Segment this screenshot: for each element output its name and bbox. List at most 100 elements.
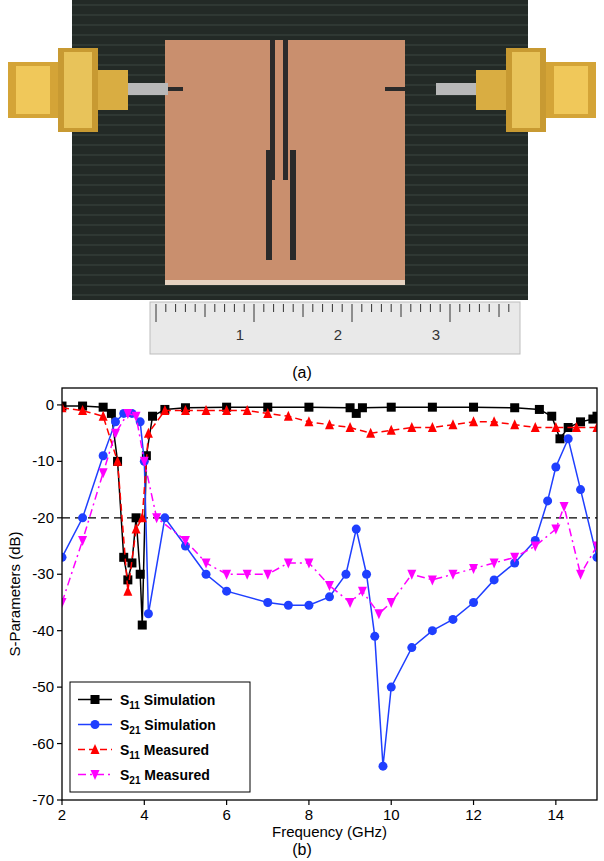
y-tick (57, 404, 62, 405)
series-marker (358, 403, 367, 412)
texture (72, 24, 528, 26)
y-tick (57, 799, 62, 800)
series-marker (284, 601, 293, 610)
ruler-tick (303, 304, 304, 317)
series-marker (160, 405, 169, 415)
series-marker (428, 575, 437, 585)
series-marker (448, 570, 457, 580)
legend-marker (91, 720, 100, 729)
connector-part (436, 83, 476, 95)
x-tick-label: 4 (140, 806, 148, 823)
ruler-tick (195, 304, 196, 312)
series-marker (576, 485, 585, 494)
ruler-tick (401, 304, 402, 317)
series-marker (379, 762, 388, 771)
connector-part (512, 52, 540, 128)
photo-bg (0, 0, 604, 360)
series-marker (547, 412, 556, 421)
ruler-tick (342, 304, 343, 312)
series-marker (222, 570, 231, 580)
series-marker (362, 570, 371, 579)
series-marker (543, 496, 552, 505)
series-marker (576, 570, 585, 580)
legend-marker (91, 770, 100, 780)
series-marker (263, 408, 272, 418)
series-marker (284, 411, 293, 421)
series-marker (370, 632, 379, 641)
texture (72, 4, 528, 6)
series-marker (535, 405, 544, 414)
y-tick (57, 517, 62, 518)
plot-frame (62, 388, 597, 800)
ruler-tick (332, 304, 333, 312)
sma-connector (436, 48, 596, 132)
series-marker (136, 570, 145, 579)
ruler-tick (293, 304, 294, 312)
series-marker (407, 422, 416, 432)
ruler-tick (469, 304, 470, 312)
series-marker (469, 416, 478, 426)
series-marker (144, 609, 153, 618)
series-marker (181, 536, 190, 546)
legend-box (70, 682, 250, 792)
x-tick (61, 800, 62, 805)
y-tick-label: -20 (32, 509, 54, 526)
series-marker (325, 592, 334, 601)
y-tick-label: -50 (32, 678, 54, 695)
series-marker (148, 412, 157, 421)
substrate (72, 0, 528, 300)
x-tick-label: 2 (58, 806, 66, 823)
legend-label: S11 Measured (120, 742, 209, 761)
x-tick-label: 8 (305, 806, 313, 823)
series-marker (325, 419, 334, 429)
ruler-tick (420, 304, 421, 312)
series-marker (346, 598, 355, 608)
series-marker (152, 513, 161, 523)
series-marker (490, 575, 499, 584)
series-marker (469, 403, 478, 412)
series-marker (107, 409, 116, 418)
series-marker (99, 468, 108, 478)
slot (266, 150, 272, 260)
ruler-tick (214, 304, 215, 312)
series-marker (555, 434, 564, 443)
y-tick (57, 574, 62, 575)
ruler-tick (263, 304, 264, 312)
series-marker (99, 411, 108, 421)
connector-part (58, 48, 98, 132)
series-marker (62, 402, 67, 412)
slot (283, 40, 288, 180)
ruler-tick (322, 304, 323, 312)
series-marker (113, 457, 122, 466)
series-marker (551, 525, 560, 535)
series-marker (352, 525, 361, 534)
series-marker (132, 412, 141, 422)
series-marker (78, 513, 87, 522)
series-marker (222, 405, 231, 415)
copper-edge (165, 280, 405, 285)
series-marker (263, 570, 272, 580)
legend-marker (91, 695, 100, 704)
series-marker (593, 553, 598, 562)
ruler-label: 2 (334, 326, 342, 343)
ruler-label: 3 (432, 326, 440, 343)
series-marker (304, 558, 313, 568)
ruler-label: 1 (236, 326, 244, 343)
series-marker (358, 587, 367, 597)
y-tick-label: -70 (32, 791, 54, 808)
legend: S11 SimulationS21 SimulationS11 Measured… (70, 682, 250, 792)
feed-gap (385, 87, 405, 91)
legend-marker (91, 744, 100, 754)
series-marker (138, 621, 147, 630)
y-tick (57, 687, 62, 688)
ruler-body (150, 302, 520, 354)
series-marker (140, 457, 149, 467)
series-marker (304, 403, 313, 412)
x-tick (226, 800, 227, 805)
y-tick-label: -60 (32, 735, 54, 752)
ruler-tick (273, 304, 274, 312)
series-marker (593, 412, 598, 421)
figure: 123(a)2468101214-70-60-50-40-30-20-100Fr… (0, 0, 604, 861)
series-marker (113, 456, 122, 466)
series-marker (428, 403, 437, 412)
